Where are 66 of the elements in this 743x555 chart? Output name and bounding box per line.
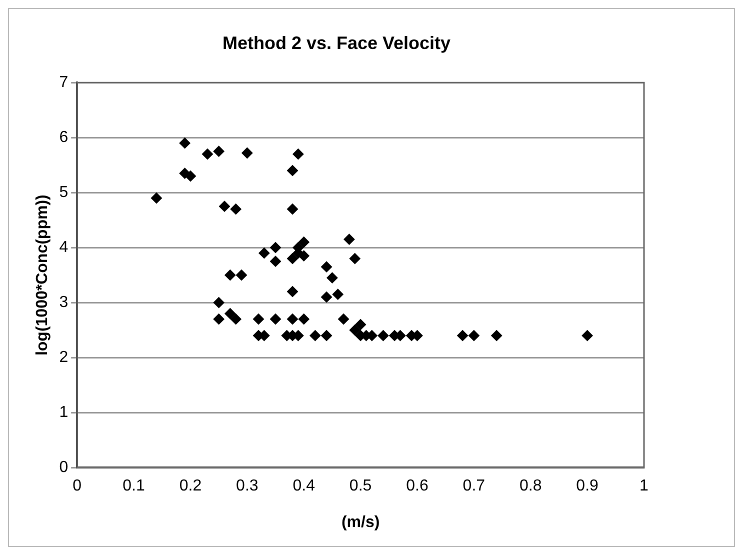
point	[287, 165, 298, 176]
point	[321, 261, 332, 272]
y-tick-label: 5	[59, 184, 68, 202]
y-tick-label: 6	[59, 129, 68, 146]
point	[218, 200, 230, 212]
point	[338, 314, 350, 325]
x-tick-label: 0.6	[406, 478, 428, 495]
x-tick-label: 0.7	[462, 478, 486, 495]
point	[321, 292, 332, 303]
point	[298, 250, 310, 262]
point	[287, 286, 298, 298]
point	[378, 330, 389, 342]
x-tick-label: 0.1	[122, 478, 146, 495]
point	[253, 314, 264, 325]
point	[202, 148, 213, 160]
point	[236, 270, 247, 281]
point	[258, 248, 270, 259]
point	[468, 330, 480, 342]
x-tick-label: 0	[72, 478, 82, 495]
point	[287, 253, 298, 264]
x-tick-label: 0.4	[292, 478, 316, 495]
y-tick-label: 1	[59, 404, 68, 422]
x-tick-label: 0.5	[349, 478, 372, 495]
y-tick-label: 0	[59, 459, 68, 476]
point	[355, 319, 366, 330]
point	[270, 256, 282, 267]
point	[230, 314, 242, 325]
point	[332, 288, 344, 300]
point	[344, 234, 355, 245]
x-tick-label: 1	[640, 478, 649, 495]
x-tick-label: 0.3	[236, 478, 258, 495]
point	[213, 146, 224, 157]
point	[349, 253, 360, 264]
chart-title: Method 2 vs. Face Velocity	[222, 32, 451, 53]
point	[326, 272, 338, 284]
point	[230, 204, 242, 215]
point	[491, 330, 502, 342]
y-tick-label: 2	[59, 349, 68, 366]
y-tick-label: 4	[59, 239, 68, 256]
x-axis-title: (m/s)	[341, 514, 380, 531]
point	[287, 314, 298, 325]
point	[179, 138, 190, 149]
y-tick-label: 3	[59, 294, 68, 312]
y-tick-label: 7	[59, 74, 68, 92]
x-tick-label: 0.8	[519, 478, 542, 495]
point	[184, 170, 196, 182]
point	[321, 330, 332, 342]
point	[224, 270, 236, 281]
point	[270, 242, 282, 254]
point	[242, 148, 253, 158]
point	[310, 330, 321, 342]
point	[213, 297, 224, 308]
x-tick-label: 0.9	[576, 478, 599, 495]
point	[582, 330, 593, 342]
point	[270, 314, 282, 325]
point	[213, 314, 224, 325]
x-tick-label: 0.2	[179, 478, 202, 495]
point	[298, 236, 310, 248]
point	[287, 204, 298, 215]
point	[224, 308, 236, 320]
point	[349, 324, 360, 336]
point	[457, 330, 468, 342]
point	[298, 314, 310, 325]
y-axis-title: log(1000*Conc(ppm))	[34, 194, 52, 356]
point	[150, 192, 162, 204]
point	[292, 148, 304, 160]
